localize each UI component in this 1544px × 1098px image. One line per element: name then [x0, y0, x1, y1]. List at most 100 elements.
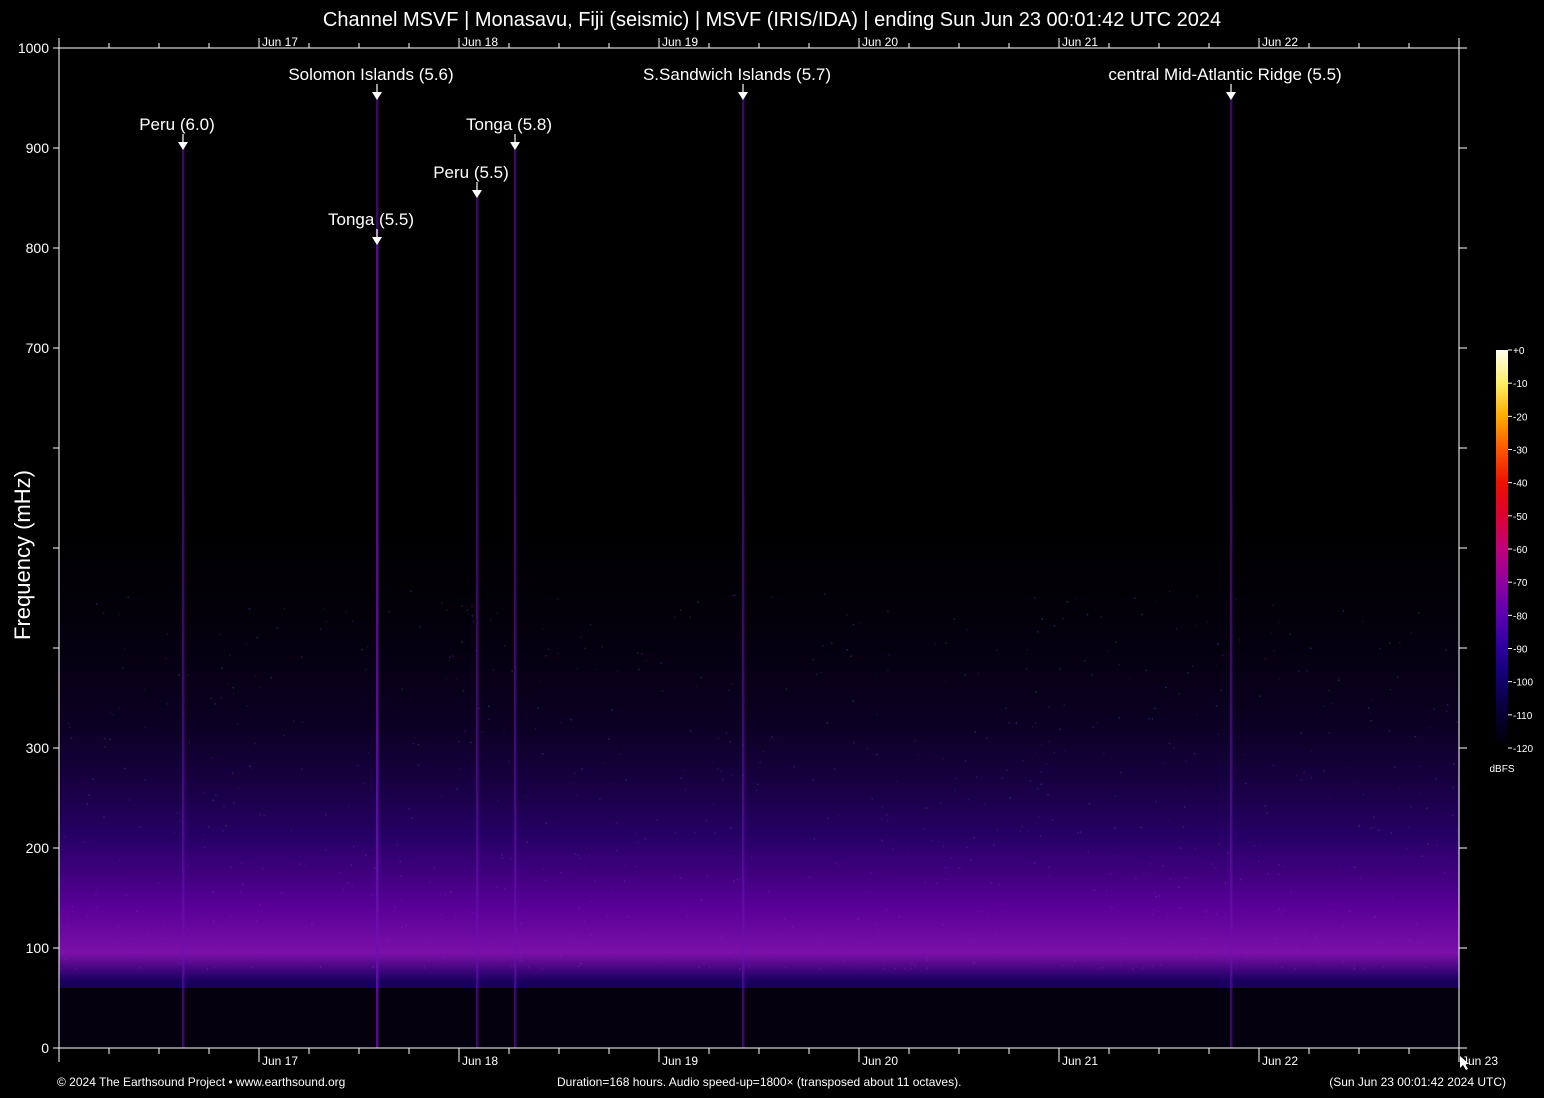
noise-speck — [733, 880, 735, 883]
noise-speck — [1083, 660, 1086, 662]
noise-speck — [1077, 832, 1079, 834]
footer-copyright: © 2024 The Earthsound Project • www.eart… — [57, 1075, 346, 1089]
noise-speck — [1184, 806, 1186, 808]
noise-speck — [511, 957, 514, 959]
noise-speck — [560, 871, 562, 874]
noise-speck — [320, 628, 322, 630]
noise-speck — [133, 938, 135, 940]
noise-speck — [96, 603, 98, 605]
noise-speck — [881, 817, 883, 820]
noise-speck — [1427, 843, 1429, 845]
noise-speck — [923, 828, 926, 830]
x-tick-label-top: Jun 20 — [862, 35, 898, 49]
noise-speck — [77, 952, 79, 954]
noise-speck — [583, 941, 585, 944]
noise-speck — [1115, 847, 1118, 849]
noise-speck — [1342, 610, 1345, 612]
noise-speck — [393, 711, 395, 713]
noise-speck — [1158, 895, 1161, 897]
noise-speck — [181, 918, 183, 920]
noise-speck — [682, 769, 685, 772]
noise-speck — [1306, 670, 1308, 672]
noise-speck — [140, 658, 143, 661]
noise-speck — [1005, 707, 1007, 710]
event-arrow-head — [178, 142, 188, 150]
noise-speck — [1215, 913, 1218, 915]
noise-speck — [1417, 612, 1420, 614]
noise-speck — [874, 922, 876, 925]
noise-speck — [751, 886, 753, 888]
noise-speck — [689, 616, 691, 618]
noise-speck — [371, 849, 374, 852]
noise-speck — [644, 660, 647, 662]
noise-speck — [173, 831, 176, 834]
noise-speck — [1275, 937, 1277, 940]
noise-speck — [570, 719, 573, 721]
noise-speck — [180, 820, 182, 822]
noise-speck — [497, 799, 500, 802]
noise-speck — [729, 741, 732, 743]
noise-speck — [341, 954, 344, 957]
noise-speck — [1170, 963, 1173, 965]
noise-speck — [985, 737, 988, 740]
noise-speck — [1145, 669, 1148, 672]
noise-speck — [411, 817, 413, 819]
noise-speck — [1264, 657, 1267, 660]
noise-speck — [866, 748, 868, 750]
noise-speck — [729, 849, 732, 852]
noise-speck — [1257, 860, 1260, 863]
colorbar: +0 -10 -20 -30 -40 -50 -60 -70 -80 -90 -100 -110 -12… — [1489, 346, 1533, 775]
noise-speck — [293, 720, 295, 722]
noise-speck — [1102, 966, 1104, 969]
noise-speck — [966, 628, 969, 631]
noise-speck — [1036, 631, 1039, 633]
noise-speck — [470, 741, 472, 744]
noise-speck — [516, 952, 519, 954]
noise-speck — [953, 618, 956, 620]
noise-speck — [1173, 747, 1175, 749]
noise-speck — [684, 886, 686, 888]
noise-speck — [1250, 967, 1252, 970]
noise-speck — [508, 760, 510, 763]
noise-speck — [1353, 866, 1356, 868]
noise-speck — [301, 768, 303, 770]
noise-speck — [1391, 897, 1394, 899]
noise-speck — [449, 656, 451, 659]
noise-speck — [578, 907, 580, 909]
noise-speck — [950, 857, 953, 859]
noise-speck — [625, 779, 628, 782]
noise-speck — [1399, 642, 1401, 644]
noise-speck — [1087, 851, 1089, 853]
noise-speck — [263, 814, 266, 816]
noise-speck — [1266, 812, 1268, 814]
noise-speck — [521, 952, 523, 954]
noise-speck — [325, 813, 327, 816]
noise-speck — [1152, 913, 1154, 916]
noise-speck — [837, 814, 839, 816]
noise-speck — [479, 959, 482, 962]
noise-speck — [487, 929, 489, 931]
noise-speck — [67, 722, 70, 725]
noise-speck — [401, 688, 403, 691]
noise-speck — [304, 864, 306, 867]
noise-speck — [292, 948, 294, 950]
noise-speck — [353, 845, 355, 848]
noise-speck — [958, 867, 960, 869]
noise-speck — [276, 627, 279, 630]
noise-speck — [229, 967, 231, 970]
noise-speck — [1040, 744, 1043, 747]
noise-speck — [1441, 957, 1444, 959]
noise-speck — [248, 958, 251, 960]
noise-speck — [1404, 958, 1407, 960]
noise-speck — [118, 707, 120, 710]
noise-speck — [871, 798, 873, 800]
noise-speck — [1168, 742, 1171, 745]
noise-speck — [687, 915, 689, 917]
noise-speck — [1148, 717, 1150, 720]
event-arrow-head — [472, 190, 482, 198]
y-tick-label: 200 — [26, 840, 50, 856]
noise-speck — [65, 967, 67, 969]
noise-speck — [820, 671, 823, 674]
noise-speck — [68, 726, 71, 729]
